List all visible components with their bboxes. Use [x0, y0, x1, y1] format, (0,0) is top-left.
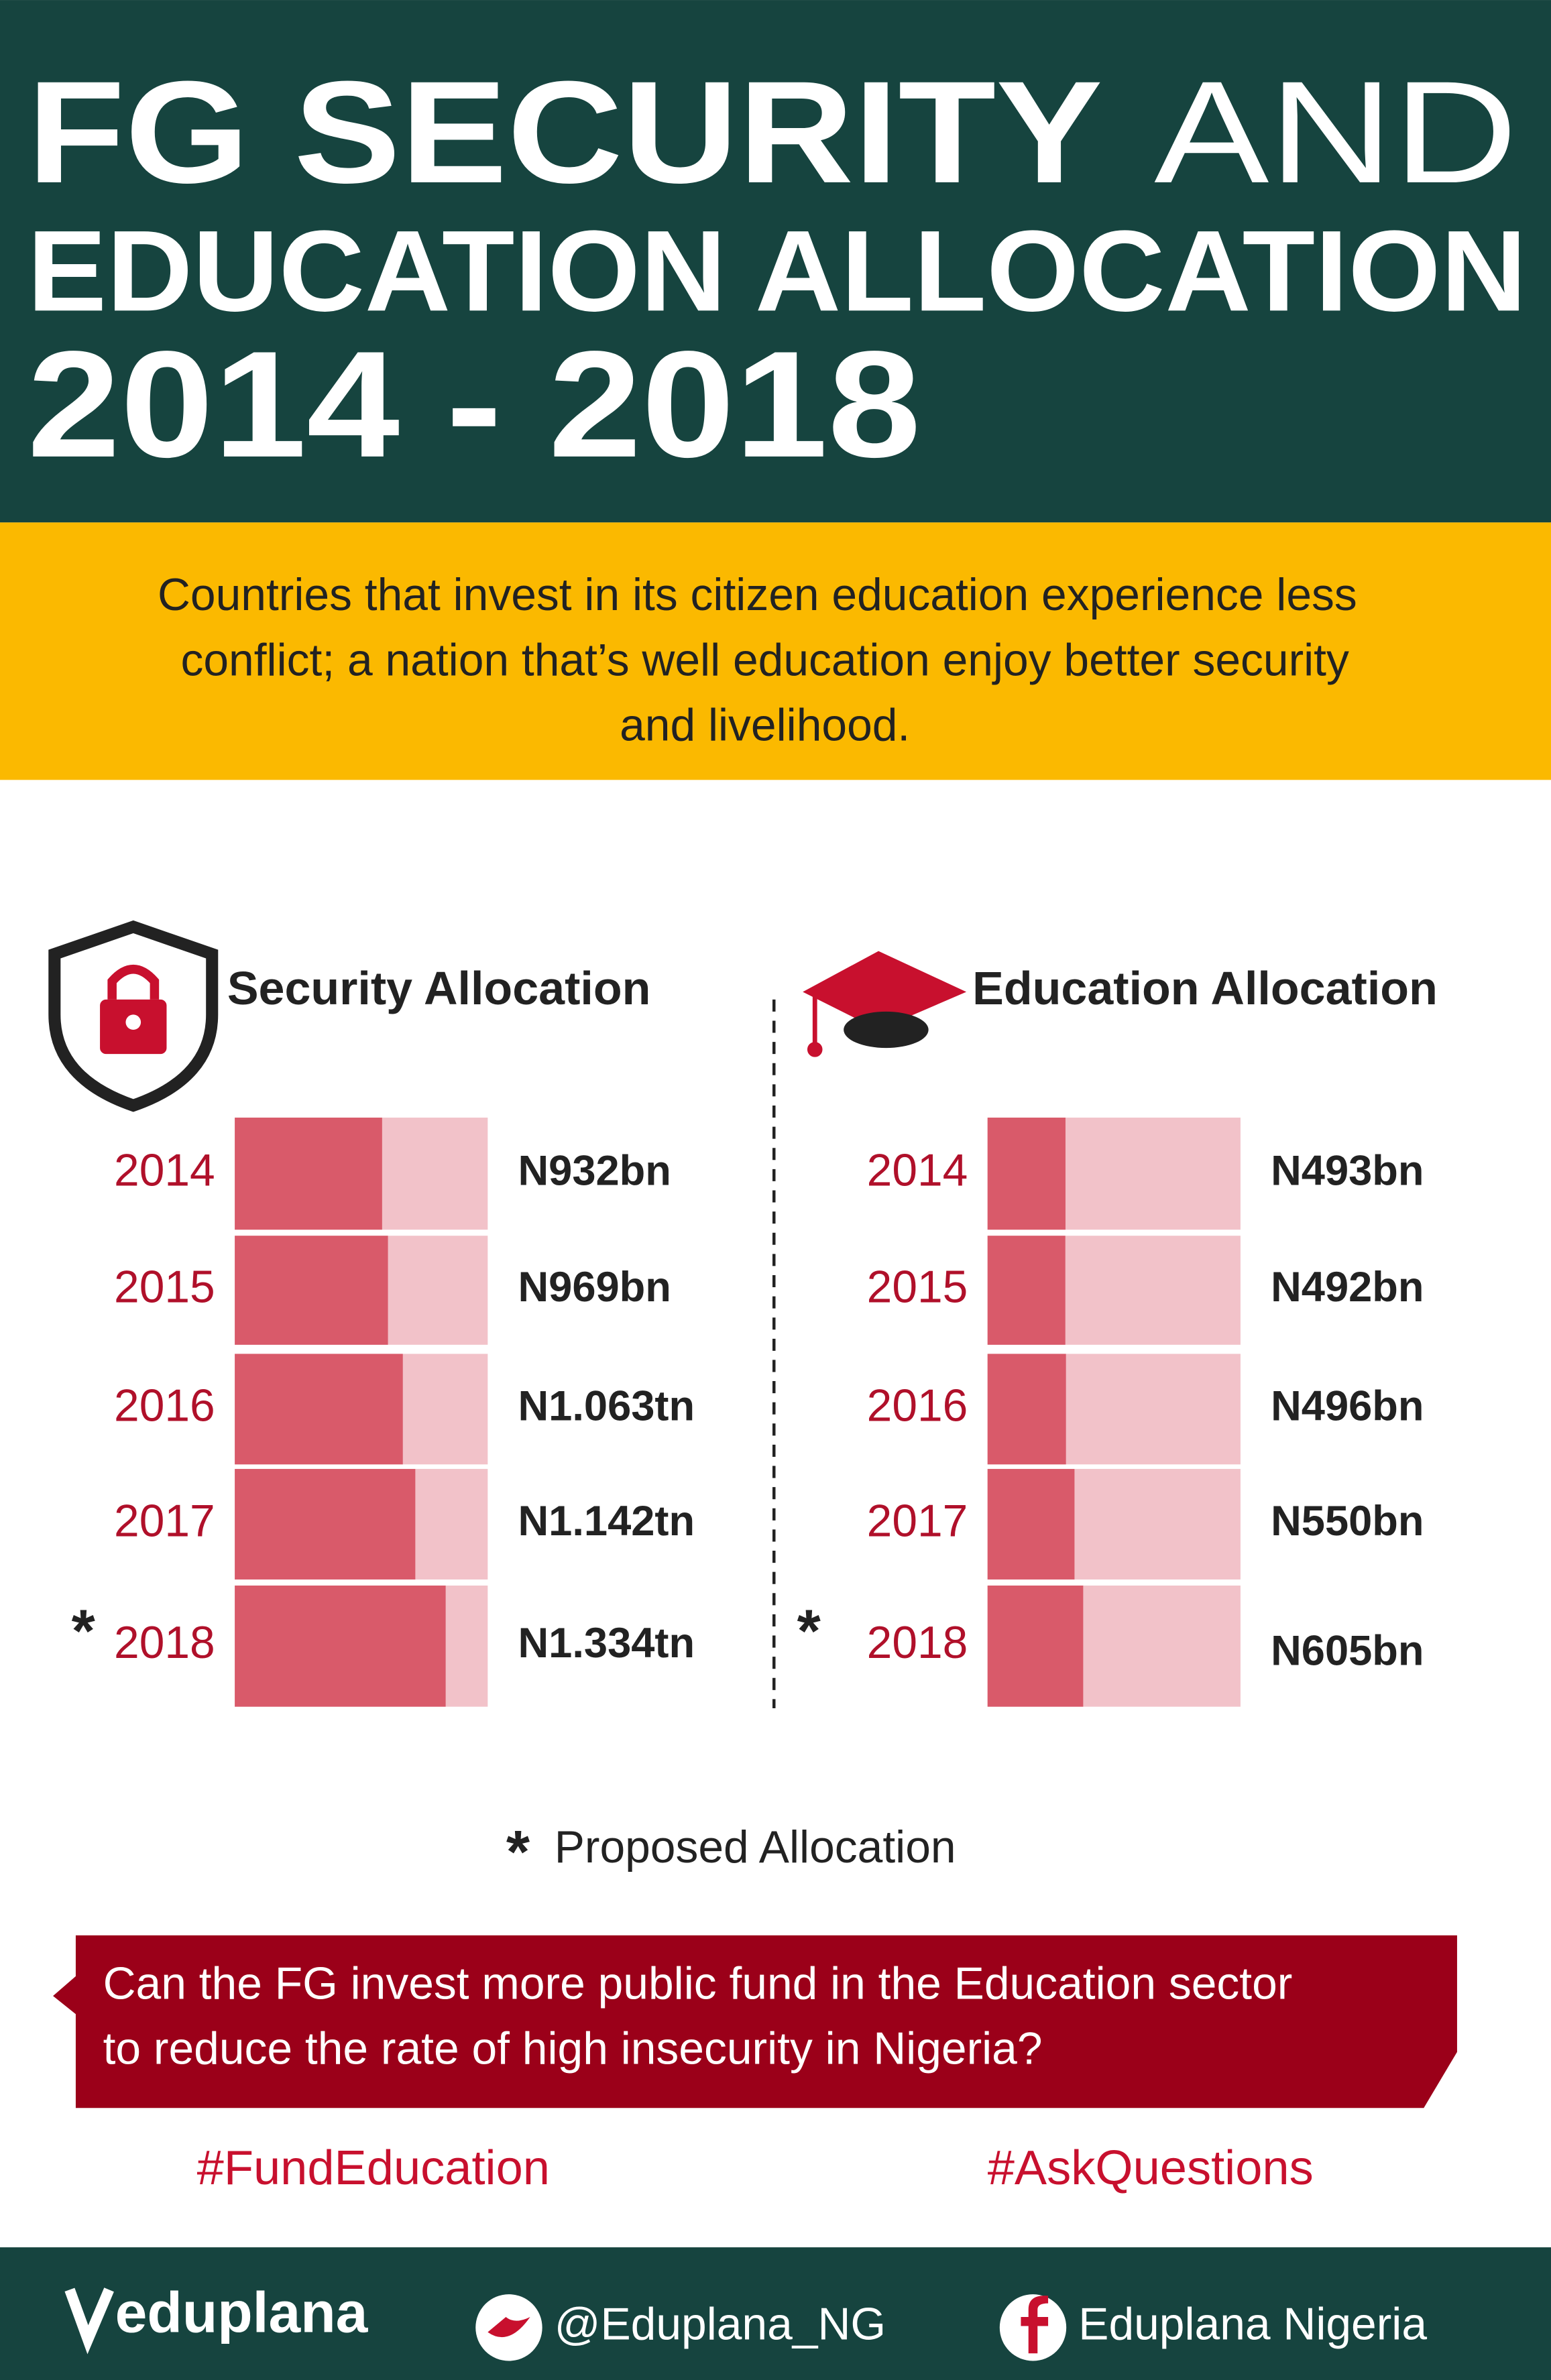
question: to reduce the rate of high insecurity in… [103, 2024, 1043, 2074]
proposed-mark: * [72, 1597, 96, 1665]
value-label: N1.142tn [518, 1498, 695, 1545]
brand: eduplana [115, 2281, 369, 2345]
bar [235, 1236, 388, 1345]
year-label: 2014 [114, 1146, 215, 1196]
chart-title: Security Allocation [227, 962, 651, 1014]
year-label: 2017 [114, 1496, 215, 1546]
bar [987, 1236, 1066, 1345]
year-label: 2015 [114, 1262, 215, 1312]
title: FG SECURITY [27, 51, 1103, 213]
question: Can the FG invest more public fund in th… [103, 1958, 1293, 2009]
value-label: N932bn [518, 1147, 671, 1194]
footnote-symbol: * [506, 1818, 530, 1886]
value-label: N605bn [1271, 1627, 1424, 1674]
proposed-mark: * [797, 1597, 821, 1665]
bar [235, 1585, 446, 1707]
facebook-page[interactable]: Eduplana Nigeria [1078, 2300, 1427, 2350]
intro: conflict; a nation that’s well education… [180, 635, 1349, 685]
bar [235, 1118, 382, 1230]
twitter-handle[interactable]: @Eduplana_NG [555, 2300, 886, 2350]
cap-icon [803, 951, 967, 1057]
bar [987, 1354, 1066, 1465]
year-label: 2018 [867, 1618, 968, 1668]
intro-bg [0, 522, 1551, 780]
value-label: N1.063tn [518, 1383, 695, 1430]
brand-icon [64, 2287, 114, 2355]
year-label: 2018 [114, 1618, 215, 1668]
value-label: N1.334tn [518, 1620, 695, 1667]
value-label: N496bn [1271, 1383, 1424, 1430]
title: 2014 - 2018 [27, 320, 921, 489]
bar [235, 1354, 403, 1465]
year-label: 2015 [867, 1262, 968, 1312]
year-label: 2014 [867, 1146, 968, 1196]
title: AND [1154, 51, 1517, 213]
footnote: Proposed Allocation [555, 1822, 956, 1872]
facebook-glyph [1021, 2296, 1049, 2354]
intro: Countries that invest in its citizen edu… [158, 570, 1357, 620]
header-bg [0, 0, 1551, 523]
value-label: N969bn [518, 1264, 671, 1311]
shield-icon [48, 920, 219, 1112]
bar [235, 1469, 416, 1580]
footer-bg [0, 2247, 1551, 2380]
intro: and livelihood. [620, 700, 910, 750]
bar [987, 1585, 1084, 1707]
hashtag: #AskQuestions [988, 2141, 1314, 2195]
bar [987, 1118, 1066, 1230]
value-label: N493bn [1271, 1147, 1424, 1194]
year-label: 2016 [114, 1381, 215, 1431]
twitter-glyph [487, 2316, 530, 2338]
title: EDUCATION ALLOCATION [27, 207, 1527, 335]
bar [987, 1469, 1075, 1580]
value-label: N492bn [1271, 1264, 1424, 1311]
question-banner [53, 1935, 1457, 2108]
chart-title: Education Allocation [972, 962, 1438, 1014]
year-label: 2016 [867, 1381, 968, 1431]
charts: 2014 N932bn 2015 N969bn 2016 N1.063tn 2017 N1.1… [114, 1118, 1424, 1707]
year-label: 2017 [867, 1496, 968, 1546]
value-label: N550bn [1271, 1498, 1424, 1545]
hashtag: #FundEducation [197, 2141, 550, 2195]
